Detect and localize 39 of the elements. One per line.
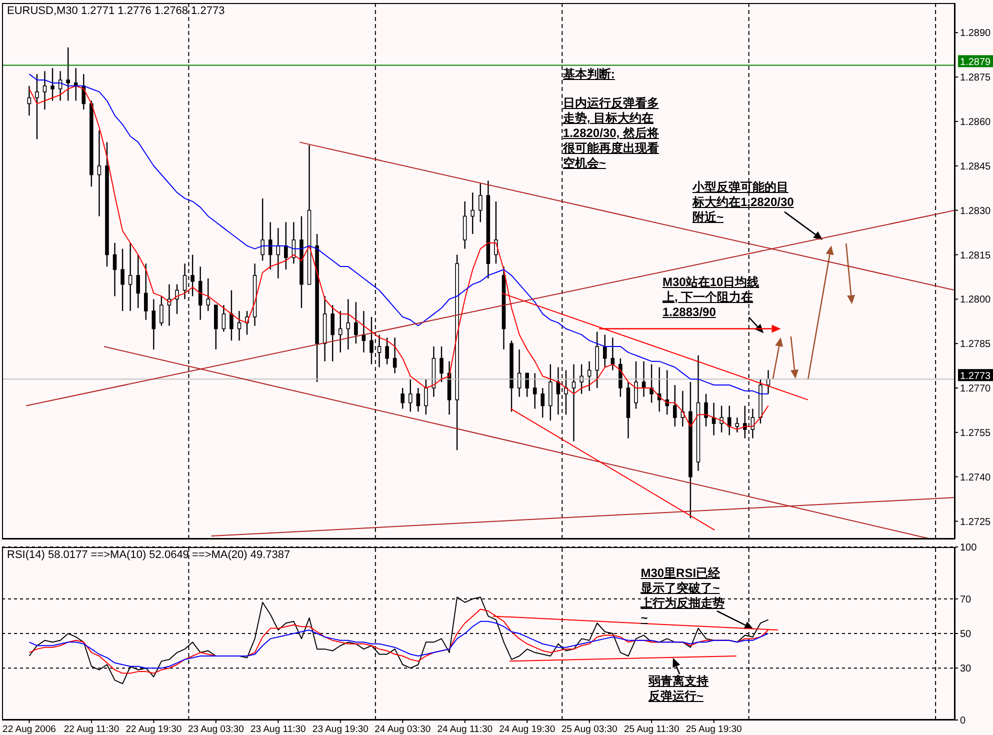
y-tick-label: 50: [960, 629, 972, 640]
x-tick-label: 24 Aug 11:30: [437, 724, 493, 735]
y-tick-label: 1.2815: [960, 250, 992, 262]
chart-title: RSI(14) 58.0177 ==>MA(10) 52.0649 ==>MA(20) 49.7387: [7, 549, 290, 561]
ref-line-label: 1.2773: [960, 371, 992, 382]
y-tick-label: 1.2725: [960, 516, 992, 528]
y-tick-label: 70: [960, 594, 972, 606]
y-tick-label: 1.2800: [960, 294, 992, 306]
x-tick-label: 22 Aug 11:30: [64, 724, 120, 735]
x-tick-label: 25 Aug 11:30: [624, 724, 680, 735]
y-tick-label: 1.2830: [960, 206, 992, 217]
annotation: 日内运行反弹看多走势, 目标大约在1.2820/30, 然后将很可能再度出现看空机会~: [562, 96, 660, 172]
y-tick-label: 1.2890: [960, 28, 992, 40]
y-tick-label: 0: [960, 716, 966, 727]
x-tick-label: 25 Aug 03:30: [561, 724, 618, 735]
y-tick-label: 1.2770: [960, 384, 992, 395]
ref-line-label: 1.2879: [960, 57, 992, 68]
annotation: 弱青离支持反弹运行~: [648, 674, 710, 704]
y-tick-label: 1.2845: [960, 161, 992, 172]
annotation: 基本判断:: [562, 66, 616, 82]
x-tick-label: 22 Aug 2006: [2, 724, 56, 735]
annotation: M30里RSI已经显示了突破了~上行为反抽走势~: [640, 566, 726, 626]
annotation: M30站在10日均线上, 下一个阻力在1.2883/90: [662, 274, 760, 320]
y-tick-label: 1.2785: [960, 339, 992, 350]
y-tick-label: 1.2875: [960, 72, 992, 84]
x-tick-label: 23 Aug 19:30: [312, 724, 368, 735]
y-tick-label: 100: [960, 542, 978, 554]
annotation: 小型反弹可能的目标大约在1.2820/30附近~: [692, 180, 794, 225]
x-tick-label: 24 Aug 03:30: [374, 724, 431, 735]
x-tick-label: 23 Aug 03:30: [188, 724, 244, 735]
chart-title: EURUSD,M30 1.2771 1.2776 1.2768 1.2773: [7, 5, 225, 17]
y-tick-label: 1.2755: [960, 428, 992, 439]
x-tick-label: 24 Aug 19:30: [499, 724, 556, 735]
x-tick-label: 25 Aug 19:30: [686, 724, 742, 735]
y-tick-label: 30: [960, 664, 972, 675]
y-tick-label: 1.2860: [960, 117, 992, 128]
x-tick-label: 22 Aug 19:30: [126, 724, 182, 735]
x-tick-label: 23 Aug 11:30: [250, 724, 306, 735]
y-tick-label: 1.2740: [960, 472, 992, 484]
